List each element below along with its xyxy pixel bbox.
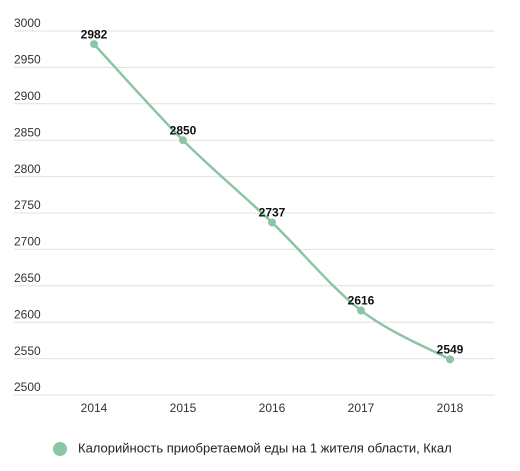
x-tick-label: 2014 xyxy=(81,401,108,415)
data-point xyxy=(179,136,187,145)
legend-label: Калорийность приобретаемой еды на 1 жите… xyxy=(78,440,452,455)
x-tick-label: 2015 xyxy=(170,401,197,415)
data-label: 2737 xyxy=(259,206,286,220)
legend-marker xyxy=(53,442,67,456)
data-point xyxy=(446,355,454,364)
x-tick-label: 2017 xyxy=(348,401,375,415)
y-tick-label: 2500 xyxy=(14,380,41,394)
data-point xyxy=(357,306,365,315)
y-tick-label: 2850 xyxy=(14,125,41,139)
data-point xyxy=(268,218,276,227)
y-tick-label: 2800 xyxy=(14,162,41,176)
y-tick-label: 2600 xyxy=(14,307,41,321)
y-tick-label: 2700 xyxy=(14,235,41,249)
y-tick-label: 2900 xyxy=(14,89,41,103)
data-label: 2982 xyxy=(81,27,108,41)
y-tick-label: 3000 xyxy=(14,16,41,30)
y-tick-label: 2650 xyxy=(14,271,41,285)
series-line xyxy=(93,43,451,361)
x-tick-label: 2016 xyxy=(259,401,286,415)
data-label: 2850 xyxy=(170,123,197,137)
data-point xyxy=(90,40,98,49)
data-label: 2616 xyxy=(348,294,375,308)
y-tick-label: 2750 xyxy=(14,198,41,212)
y-tick-label: 2550 xyxy=(14,344,41,358)
y-tick-label: 2950 xyxy=(14,53,41,67)
x-tick-label: 2018 xyxy=(437,401,464,415)
data-label: 2549 xyxy=(437,342,464,356)
